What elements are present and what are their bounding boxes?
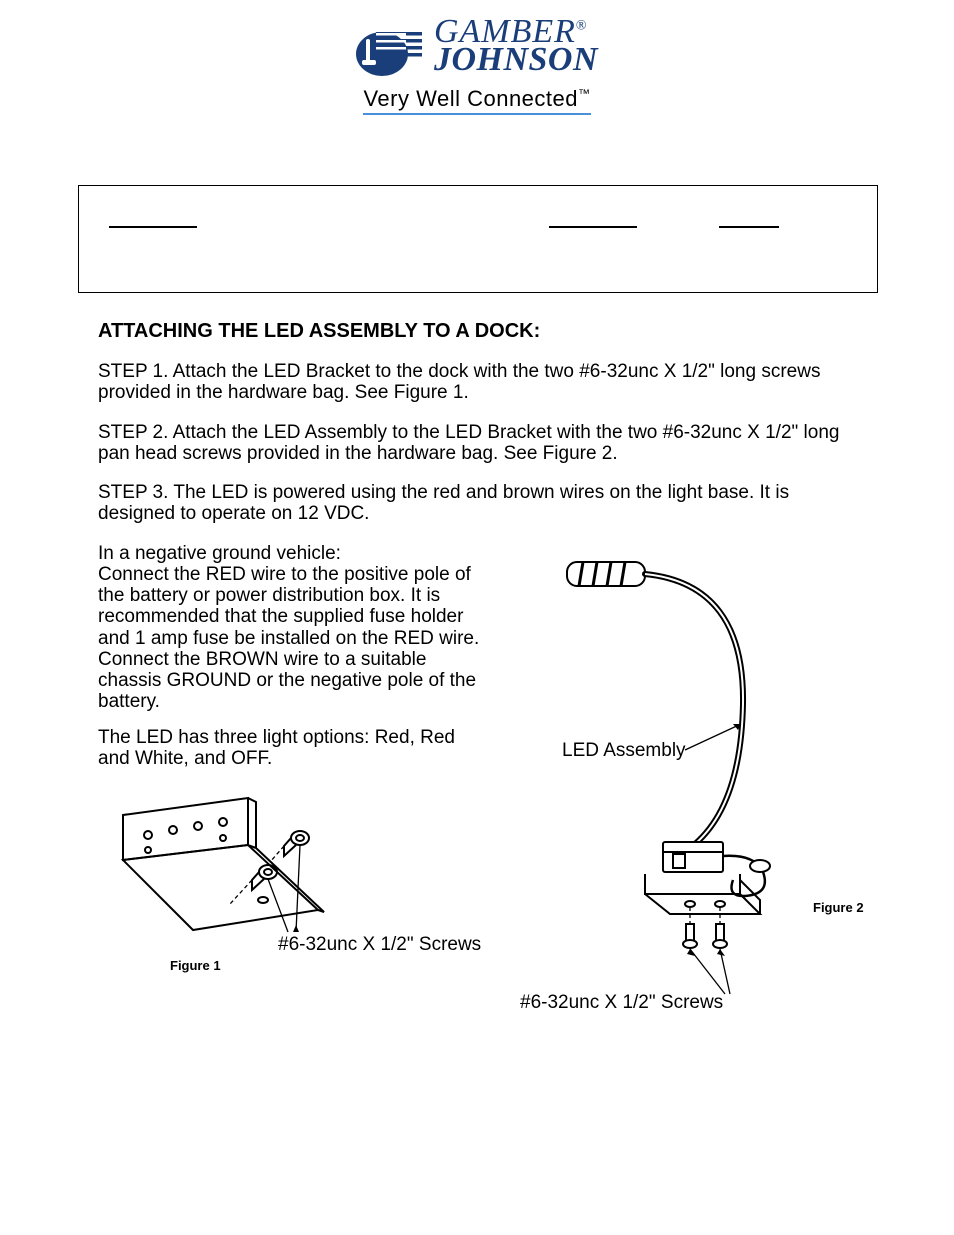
field-line-1 (109, 226, 197, 228)
tagline-text: Very Well Connected (363, 86, 578, 111)
registered-mark: ® (576, 19, 588, 34)
trademark-mark: ™ (578, 86, 591, 100)
company-logo: GAMBER® JOHNSON Very Well Connected™ (356, 18, 598, 115)
figure-1-screw-label: #6-32unc X 1/2" Screws (278, 934, 481, 956)
light-options: The LED has three light options: Red, Re… (98, 727, 488, 770)
field-line-3 (719, 226, 779, 228)
title-block-frame (78, 185, 878, 293)
logo-block: GAMBER® JOHNSON Very Well Connected™ (0, 0, 954, 115)
step-1: STEP 1. Attach the LED Bracket to the do… (98, 361, 858, 404)
grounding-instructions: In a negative ground vehicle: Connect th… (98, 543, 488, 713)
tagline: Very Well Connected™ (363, 86, 590, 115)
section-heading: ATTACHING THE LED ASSEMBLY TO A DOCK: (98, 320, 858, 343)
logo-text-line2: JOHNSON (434, 46, 598, 74)
figure-2-screw-label: #6-32unc X 1/2" Screws (520, 992, 723, 1014)
step-2: STEP 2. Attach the LED Assembly to the L… (98, 422, 858, 465)
figure-1-caption: Figure 1 (170, 958, 221, 973)
step-3: STEP 3. The LED is powered using the red… (98, 482, 858, 525)
field-line-2 (549, 226, 637, 228)
logo-mark-icon (356, 24, 426, 76)
figure-2-led-label: LED Assembly (562, 740, 686, 762)
figure-2-caption: Figure 2 (813, 900, 864, 915)
